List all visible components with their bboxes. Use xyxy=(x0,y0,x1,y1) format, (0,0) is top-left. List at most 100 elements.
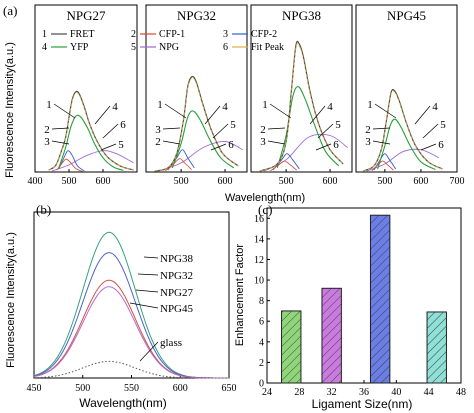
callout-number: 5 xyxy=(335,119,341,131)
x-tick-label: 28 xyxy=(294,387,304,398)
x-tick-label: 600 xyxy=(413,176,428,187)
legend-number: 5 xyxy=(131,42,136,53)
series-npg45 xyxy=(33,286,229,379)
legend-number: 6 xyxy=(223,42,228,53)
panel-b-label: (b) xyxy=(36,202,51,217)
callout-line xyxy=(267,140,286,145)
cfp1-curve xyxy=(270,160,297,172)
subplot-frame xyxy=(145,4,248,173)
x-tick-label: 600 xyxy=(173,383,188,394)
subplot-title: NPG32 xyxy=(177,8,216,23)
callout-number: 3 xyxy=(365,136,371,148)
callout-number: 3 xyxy=(155,124,161,136)
x-tick-label: 500 xyxy=(377,176,392,187)
x-tick-label: 550 xyxy=(124,383,139,394)
callout-line xyxy=(420,143,437,151)
fit-peak-curve xyxy=(363,90,443,172)
subplot-title: NPG27 xyxy=(66,8,106,23)
legend-number: 2 xyxy=(131,29,136,40)
y-tick-label: 10 xyxy=(254,276,264,287)
callout-number: 1 xyxy=(157,99,163,111)
x-tick-label: 500 xyxy=(174,176,189,187)
legend-entry: YFP xyxy=(70,42,89,53)
fit-peak-curve xyxy=(48,92,134,171)
callout-number: 2 xyxy=(155,136,161,148)
x-tick-label: 500 xyxy=(279,176,294,187)
panel-c-x-axis-label: Ligament Size(nm) xyxy=(312,397,413,411)
x-tick-label: 44 xyxy=(424,387,434,398)
npg-curve xyxy=(159,141,243,172)
x-tick-label: 400 xyxy=(28,176,43,187)
subplot-title: NPG38 xyxy=(282,8,321,23)
x-tick-label: 650 xyxy=(222,383,237,394)
callout-line xyxy=(315,143,332,151)
bar-32 xyxy=(321,287,342,384)
series-leader-line xyxy=(129,302,159,309)
callout-line xyxy=(372,127,391,130)
series-label: NPG38 xyxy=(160,253,194,265)
series-glass xyxy=(33,360,229,379)
cfp-curve xyxy=(373,153,397,171)
callout-number: 6 xyxy=(120,119,126,131)
callout-line xyxy=(53,103,76,119)
callout-number: 4 xyxy=(432,101,438,113)
y-tick-label: 14 xyxy=(254,234,264,245)
yfp-curve xyxy=(377,118,436,171)
callout-line xyxy=(204,105,221,125)
callout-number: 6 xyxy=(438,139,444,151)
subplot-frame xyxy=(250,4,353,173)
subplot-frame xyxy=(34,4,138,173)
callout-number: 3 xyxy=(260,136,266,148)
panel-a: (a) Fluorescence Intensity(a.u.) Wavelen… xyxy=(3,3,465,204)
subplot-title: NPG45 xyxy=(387,8,426,23)
cfp1-curve xyxy=(165,158,192,172)
legend-number: 4 xyxy=(42,42,47,53)
callout-number: 6 xyxy=(333,139,339,151)
panel-c-y-axis-label: Enhancement Factor xyxy=(234,244,246,346)
x-tick-label: 700 xyxy=(450,176,465,187)
npg-curve xyxy=(51,150,134,172)
x-tick-label: 600 xyxy=(96,176,111,187)
series-label: NPG32 xyxy=(160,270,193,282)
callout-line xyxy=(414,105,431,125)
callout-line xyxy=(162,127,181,130)
series-label: glass xyxy=(160,337,182,349)
panel-a-y-axis-label: Fluorescence Intensity(a.u.) xyxy=(4,42,16,178)
legend-entry: FRET xyxy=(70,29,94,40)
callout-number: 3 xyxy=(44,136,50,148)
callout-line xyxy=(267,127,286,130)
y-tick-label: 6 xyxy=(259,317,264,328)
panel-b-y-axis-label: Fluorescence Intensity(a.u.) xyxy=(5,232,17,368)
callout-line xyxy=(94,105,111,125)
x-tick-label: 450 xyxy=(27,383,42,394)
panel-c: (c) Enhancement Factor Ligament Size(nm)… xyxy=(234,202,466,411)
callout-line xyxy=(309,105,326,125)
callout-number: 6 xyxy=(228,139,234,151)
fit-peak-curve xyxy=(154,77,239,172)
subplot-npg38: NPG38 500 600 1 23 45 6 xyxy=(250,4,353,187)
panel-a-label: (a) xyxy=(3,3,17,18)
legend-entry: CFP-2 xyxy=(251,29,277,40)
callout-number: 1 xyxy=(262,99,268,111)
bar-45 xyxy=(426,311,447,384)
legend-entry: NPG xyxy=(159,42,179,53)
legend-entry: Fit Peak xyxy=(251,42,284,53)
x-tick-label: 36 xyxy=(359,387,369,398)
callout-line xyxy=(422,123,439,139)
callout-number: 2 xyxy=(365,124,371,136)
legend-number: 1 xyxy=(42,29,47,40)
callout-number: 4 xyxy=(327,101,333,113)
series-leader-line xyxy=(137,273,159,276)
y-tick-label: 8 xyxy=(259,296,264,307)
callout-line xyxy=(100,143,117,151)
y-tick-label: 12 xyxy=(254,255,264,266)
callout-line xyxy=(212,123,229,139)
panel-c-label: (c) xyxy=(258,202,272,217)
yfp-curve xyxy=(58,114,124,171)
bar-27 xyxy=(281,310,302,384)
series-leader-line xyxy=(135,289,159,293)
cfp1-curve xyxy=(371,160,394,172)
callout-number: 1 xyxy=(367,99,373,111)
